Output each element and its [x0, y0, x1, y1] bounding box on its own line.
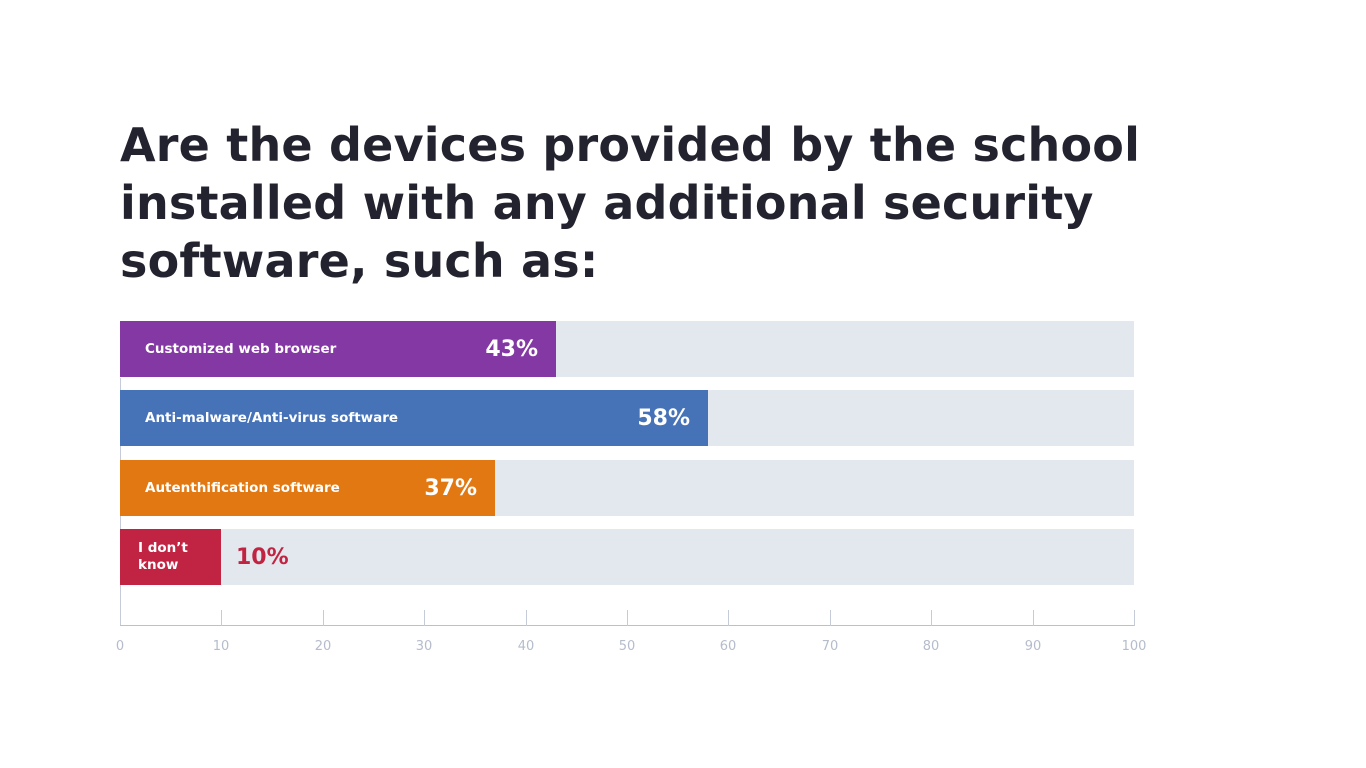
- x-axis-tick: [830, 610, 831, 626]
- x-axis-tick: [424, 610, 425, 626]
- x-axis-tick-label: 20: [314, 639, 332, 654]
- bar-value: 43%: [485, 336, 538, 362]
- bar-value: 37%: [424, 475, 477, 501]
- x-axis-tick: [526, 610, 527, 626]
- bar-i-dont-know: I don’t know: [120, 529, 221, 585]
- bar-track: I don’t know 10%: [120, 529, 1134, 585]
- bar-value: 58%: [637, 405, 690, 431]
- bar-anti-malware: Anti-malware/Anti-virus software: [120, 390, 708, 446]
- bar-label: Autenthification software: [145, 480, 340, 496]
- bar-track: Autenthification software 37%: [120, 460, 1134, 516]
- x-axis-tick-label: 60: [719, 639, 737, 654]
- bar-label: Customized web browser: [145, 341, 337, 357]
- bar-authentication-software: Autenthification software: [120, 460, 495, 516]
- x-axis-tick-label: 30: [415, 639, 433, 654]
- x-axis-tick: [728, 610, 729, 626]
- x-axis-tick-label: 70: [821, 639, 839, 654]
- x-axis-tick-label: 10: [212, 639, 230, 654]
- x-axis-tick: [931, 610, 932, 626]
- x-axis-tick-label: 40: [517, 639, 535, 654]
- bar-customized-web-browser: Customized web browser: [120, 321, 556, 377]
- bar-track: Anti-malware/Anti-virus software 58%: [120, 390, 1134, 446]
- x-axis-tick-label: 80: [922, 639, 940, 654]
- x-axis-tick-label: 50: [618, 639, 636, 654]
- x-axis-tick: [1033, 610, 1034, 626]
- x-axis-tick: [221, 610, 222, 626]
- x-axis-tick-label: 0: [115, 639, 125, 654]
- bar-value: 10%: [236, 544, 289, 570]
- x-axis-tick: [323, 610, 324, 626]
- x-axis-tick-label: 90: [1024, 639, 1042, 654]
- x-axis-tick: [627, 610, 628, 626]
- x-axis-tick-label: 100: [1121, 639, 1147, 654]
- bar-label: I don’t know: [138, 540, 188, 573]
- bar-label: Anti-malware/Anti-virus software: [145, 410, 399, 426]
- x-axis-tick: [1134, 610, 1135, 626]
- chart-title: Are the devices provided by the school i…: [120, 118, 1141, 288]
- bar-track: Customized web browser 43%: [120, 321, 1134, 377]
